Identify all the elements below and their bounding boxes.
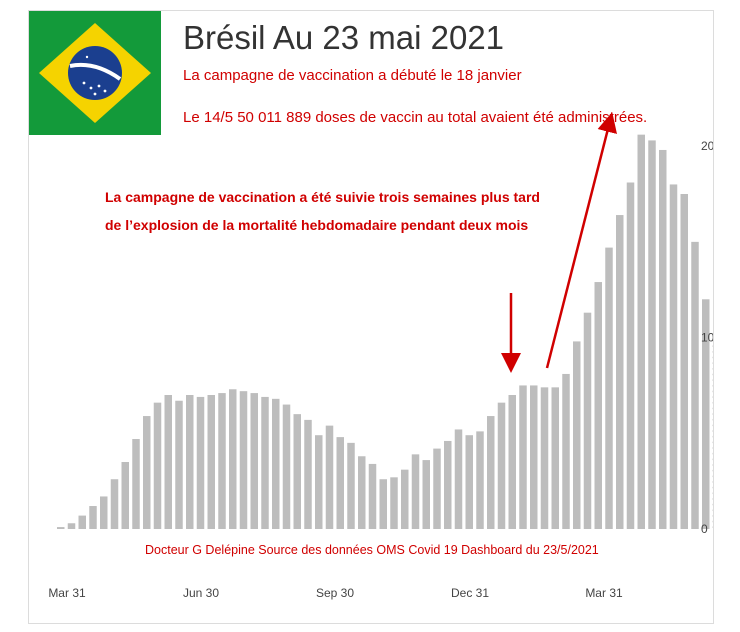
bar	[239, 391, 248, 529]
x-tick-label: Sep 30	[316, 586, 354, 600]
bar	[669, 184, 678, 529]
bar	[594, 282, 602, 529]
bar	[519, 385, 527, 529]
bar	[508, 395, 516, 529]
bar	[207, 395, 215, 529]
bar	[616, 215, 624, 530]
bar	[530, 385, 538, 529]
bar	[229, 389, 237, 529]
bar	[637, 134, 645, 529]
bar	[336, 437, 344, 529]
bar	[551, 387, 559, 529]
annotation-line-1: La campagne de vaccination a été suivie …	[105, 189, 540, 205]
bar	[325, 425, 334, 529]
bar	[358, 456, 366, 529]
bar	[272, 398, 280, 529]
bar	[422, 460, 430, 529]
bar	[100, 496, 108, 529]
bar	[562, 373, 570, 529]
y-tick-label: 0	[701, 522, 708, 536]
bar	[476, 431, 484, 529]
bar	[433, 448, 441, 529]
bar	[132, 439, 140, 529]
y-tick-label: 20k	[701, 139, 713, 153]
bar	[78, 515, 86, 529]
weekly-deaths-chart: Mar 31 Jun 30 Sep 30 Dec 31 Mar 31 0 10k 20k	[48, 112, 713, 600]
bar	[153, 402, 162, 529]
bar	[444, 440, 452, 529]
x-tick-label: Jun 30	[183, 586, 219, 600]
bar	[573, 341, 581, 529]
bar	[282, 404, 291, 529]
bar	[261, 396, 269, 529]
bar	[143, 416, 151, 529]
bar	[605, 247, 613, 529]
bar	[465, 435, 473, 529]
source-credit: Docteur G Delépine Source des données OM…	[145, 543, 599, 557]
bar	[680, 194, 688, 529]
bar	[583, 312, 592, 529]
annotation-line-2: de l’explosion de la mortalité hebdomada…	[105, 217, 529, 233]
bar	[401, 469, 409, 529]
bar	[347, 442, 355, 529]
bar	[164, 395, 172, 529]
bar	[175, 400, 183, 529]
bar	[368, 463, 377, 529]
x-tick-label: Mar 31	[48, 586, 86, 600]
bar	[411, 454, 420, 529]
arrow-up-annotation	[545, 112, 617, 369]
bar	[454, 429, 463, 529]
bar	[379, 479, 387, 529]
bar	[497, 402, 506, 529]
bar	[626, 182, 635, 529]
bar	[186, 395, 194, 529]
bar	[315, 435, 323, 529]
bar	[659, 149, 667, 529]
subtitle-vaccination-start: La campagne de vaccination a débuté le 1…	[183, 67, 522, 84]
page-title: Brésil Au 23 mai 2021	[183, 19, 505, 56]
bar	[218, 393, 226, 529]
bar	[540, 387, 549, 529]
bar	[196, 396, 205, 529]
y-tick-label: 10k	[701, 331, 713, 345]
bar	[293, 414, 301, 529]
x-tick-label: Mar 31	[585, 586, 623, 600]
chart-frame: Mar 31 Jun 30 Sep 30 Dec 31 Mar 31 0 10k 20k B…	[28, 10, 714, 624]
subtitle-doses-administered: Le 14/5 50 011 889 doses de vaccin au to…	[183, 109, 648, 126]
bar	[487, 416, 495, 529]
bar	[691, 241, 699, 529]
x-tick-label: Dec 31	[451, 586, 489, 600]
bar	[67, 523, 76, 529]
bar	[121, 462, 129, 529]
bar	[304, 419, 312, 529]
bar	[390, 477, 398, 529]
bar	[250, 393, 258, 529]
bar	[57, 527, 65, 529]
bar	[702, 299, 710, 529]
bar	[110, 479, 119, 529]
brazil-flag-icon	[29, 11, 161, 135]
bar	[89, 506, 97, 529]
bar	[648, 140, 656, 529]
